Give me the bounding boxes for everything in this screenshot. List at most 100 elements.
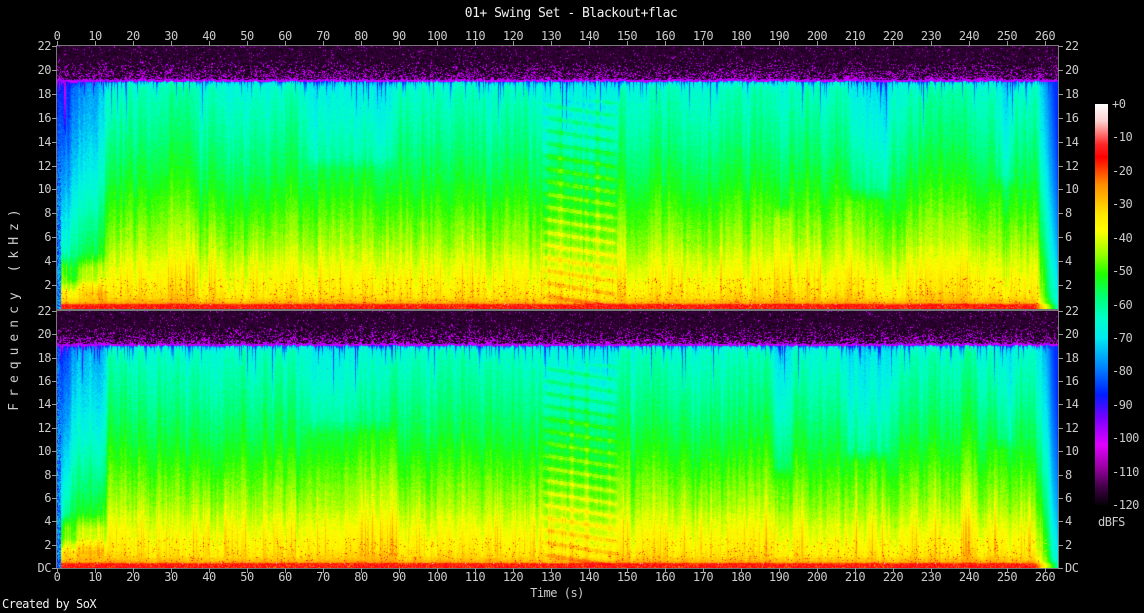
- freq-tick-label-left-p2: 16: [37, 374, 52, 388]
- freq-tick-label-right-p1: 20: [1065, 63, 1079, 77]
- time-tick-label-bottom: 100: [426, 570, 448, 584]
- colorbar-tick-label: -90: [1112, 398, 1133, 412]
- freq-tick-label-right-p2: 2: [1065, 538, 1072, 552]
- time-tick-label-top: 240: [958, 29, 980, 43]
- time-tick-label-top: 230: [920, 29, 942, 43]
- freq-tick-mark-right-p1: [1058, 261, 1063, 262]
- freq-tick-mark-right-p1: [1058, 118, 1063, 119]
- time-tick-label-bottom: 150: [616, 570, 638, 584]
- time-tick-mark-top: [589, 41, 590, 46]
- time-tick-mark-bottom: [741, 568, 742, 573]
- freq-tick-mark-right-p2: [1058, 521, 1063, 522]
- freq-tick-label-left-p1: 8: [44, 206, 51, 220]
- freq-tick-label-left-p2: 18: [37, 351, 52, 365]
- time-tick-label-top: 220: [882, 29, 904, 43]
- time-axis-label: Time (s): [530, 586, 584, 600]
- time-tick-label-top: 90: [392, 29, 406, 43]
- freq-tick-label-right-p2: 20: [1065, 327, 1079, 341]
- freq-tick-label-right-p2: 14: [1065, 397, 1079, 411]
- time-tick-mark-bottom: [1007, 568, 1008, 573]
- time-tick-mark-bottom: [893, 568, 894, 573]
- spectrogram-canvas-channel-1: [57, 46, 1058, 309]
- freq-tick-label-left-p1: 12: [37, 159, 52, 173]
- freq-tick-mark-left-p1: [52, 261, 57, 262]
- freq-tick-mark-right-p1: [1058, 189, 1063, 190]
- freq-tick-mark-left-p2: [52, 475, 57, 476]
- freq-tick-mark-right-p2: [1058, 475, 1063, 476]
- freq-tick-label-left-p1: 10: [37, 182, 52, 196]
- time-tick-mark-top: [1045, 41, 1046, 46]
- freq-tick-label-right-p2: 4: [1065, 514, 1072, 528]
- freq-tick-mark-right-p2: [1058, 358, 1063, 359]
- freq-tick-label-left-p2: 10: [37, 444, 52, 458]
- time-tick-label-top: 130: [540, 29, 562, 43]
- freq-tick-label-right-p2: 10: [1065, 444, 1079, 458]
- dbfs-colorbar: [1095, 104, 1108, 505]
- time-tick-label-top: 10: [88, 29, 102, 43]
- freq-tick-label-left-p1: 4: [44, 254, 51, 268]
- time-tick-label-bottom: 250: [996, 570, 1018, 584]
- time-tick-mark-top: [893, 41, 894, 46]
- freq-tick-mark-right-p1: [1058, 285, 1063, 286]
- freq-tick-label-right-p1: 6: [1065, 230, 1072, 244]
- time-tick-mark-bottom: [247, 568, 248, 573]
- time-tick-label-bottom: 130: [540, 570, 562, 584]
- time-tick-label-bottom: 240: [958, 570, 980, 584]
- freq-tick-mark-left-p2: [52, 498, 57, 499]
- freq-tick-mark-left-p1: [52, 70, 57, 71]
- freq-tick-mark-right-p1: [1058, 70, 1063, 71]
- freq-tick-label-right-p2: DC: [1065, 561, 1079, 575]
- time-tick-label-top: 160: [654, 29, 676, 43]
- freq-tick-label-right-p2: 16: [1065, 374, 1079, 388]
- freq-tick-label-right-p1: 18: [1065, 87, 1079, 101]
- time-tick-mark-bottom: [133, 568, 134, 573]
- time-tick-mark-bottom: [589, 568, 590, 573]
- time-tick-mark-top: [551, 41, 552, 46]
- freq-tick-mark-left-p1: [52, 166, 57, 167]
- colorbar-tick-label: +0: [1112, 97, 1126, 111]
- freq-tick-label-left-p2: 14: [37, 397, 52, 411]
- spectrogram-panel-channel-1: [56, 45, 1059, 310]
- freq-tick-label-right-p1: 8: [1065, 206, 1072, 220]
- time-tick-mark-top: [209, 41, 210, 46]
- time-tick-label-top: 170: [692, 29, 714, 43]
- time-tick-label-top: 260: [1034, 29, 1056, 43]
- freq-tick-mark-right-p2: [1058, 381, 1063, 382]
- time-tick-label-bottom: 120: [502, 570, 524, 584]
- page-title: 01+ Swing Set - Blackout+flac: [464, 6, 678, 21]
- time-tick-mark-top: [931, 41, 932, 46]
- freq-tick-label-right-p2: 18: [1065, 351, 1079, 365]
- freq-tick-label-left-p1: 6: [44, 230, 51, 244]
- freq-tick-mark-right-p1: [1058, 213, 1063, 214]
- time-tick-mark-bottom: [285, 568, 286, 573]
- time-tick-mark-bottom: [323, 568, 324, 573]
- freq-tick-label-left-p2: DC: [37, 561, 52, 575]
- time-tick-mark-top: [95, 41, 96, 46]
- time-tick-mark-bottom: [817, 568, 818, 573]
- freq-tick-label-right-p2: 8: [1065, 468, 1072, 482]
- time-tick-label-bottom: 160: [654, 570, 676, 584]
- time-tick-mark-top: [247, 41, 248, 46]
- freq-tick-label-left-p1: 2: [44, 278, 51, 292]
- freq-tick-mark-right-p2: [1058, 404, 1063, 405]
- freq-tick-mark-right-p1: [1058, 166, 1063, 167]
- time-tick-label-bottom: 20: [126, 570, 140, 584]
- freq-tick-mark-left-p1: [52, 46, 57, 47]
- time-tick-mark-bottom: [551, 568, 552, 573]
- time-tick-mark-bottom: [361, 568, 362, 573]
- time-tick-mark-top: [779, 41, 780, 46]
- freq-tick-label-left-p2: 20: [37, 327, 52, 341]
- colorbar-tick-label: -30: [1112, 197, 1133, 211]
- spectrogram-canvas-channel-2: [57, 311, 1058, 568]
- time-tick-mark-top: [703, 41, 704, 46]
- freq-tick-label-right-p1: 16: [1065, 111, 1079, 125]
- time-tick-mark-top: [855, 41, 856, 46]
- time-tick-mark-top: [437, 41, 438, 46]
- time-tick-label-top: 0: [53, 29, 61, 43]
- freq-tick-mark-left-p1: [52, 213, 57, 214]
- freq-tick-mark-left-p1: [52, 118, 57, 119]
- time-tick-label-bottom: 190: [768, 570, 790, 584]
- time-tick-label-bottom: 0: [53, 570, 61, 584]
- freq-tick-label-left-p2: 2: [44, 538, 51, 552]
- freq-tick-label-left-p2: 12: [37, 421, 52, 435]
